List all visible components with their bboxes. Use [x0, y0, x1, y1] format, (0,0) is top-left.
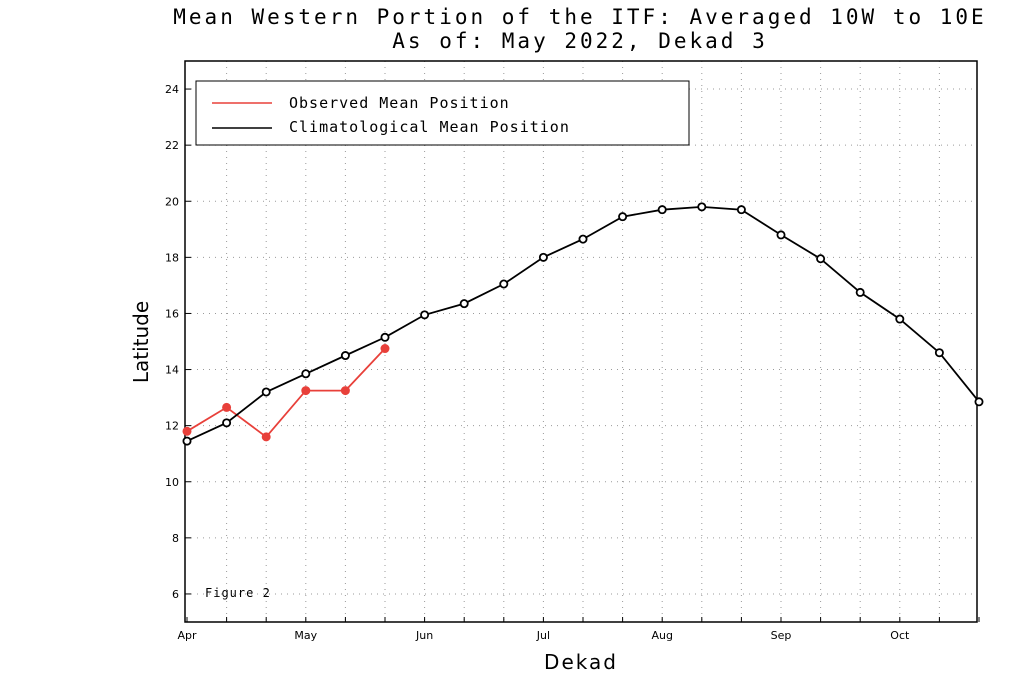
- x-tick-label-may: May: [294, 629, 317, 642]
- series-line-observed: [186, 347, 386, 439]
- point-climatological-12: [657, 205, 667, 215]
- x-tick-label-jun: Jun: [415, 629, 433, 642]
- point-observed-1: [222, 402, 232, 412]
- y-tick-label-22: 22: [165, 139, 179, 152]
- y-tick-label-24: 24: [165, 83, 179, 96]
- point-climatological-2: [261, 387, 271, 397]
- legend-label-observed: Observed Mean Position: [289, 94, 510, 112]
- x-tick-label-aug: Aug: [651, 629, 672, 642]
- point-climatological-15: [776, 230, 786, 240]
- point-climatological-20: [974, 397, 984, 407]
- point-climatological-19: [934, 348, 944, 358]
- chart-title: Mean Western Portion of the ITF: Average…: [173, 5, 987, 29]
- point-climatological-5: [380, 332, 390, 342]
- y-axis-title: Latitude: [129, 301, 153, 383]
- point-climatological-11: [618, 212, 628, 222]
- y-tick-label-20: 20: [165, 195, 179, 208]
- chart-subtitle: As of: May 2022, Dekad 3: [392, 29, 768, 53]
- point-climatological-7: [459, 299, 469, 309]
- point-observed-4: [340, 386, 350, 396]
- point-climatological-3: [301, 369, 311, 379]
- plot-frame: [184, 60, 978, 623]
- point-climatological-10: [578, 234, 588, 244]
- point-observed-5: [380, 344, 390, 354]
- y-tick-label-6: 6: [172, 588, 179, 601]
- y-tick-label-14: 14: [165, 364, 179, 377]
- point-climatological-17: [855, 287, 865, 297]
- point-climatological-4: [340, 351, 350, 361]
- legend-box: [195, 80, 690, 146]
- x-axis-title: Dekad: [544, 650, 618, 674]
- point-climatological-18: [895, 314, 905, 324]
- x-tick-label-jul: Jul: [536, 629, 550, 642]
- legend: Observed Mean Position Climatological Me…: [195, 80, 690, 146]
- series-layer: [182, 202, 984, 446]
- x-tick-label-sep: Sep: [771, 629, 792, 642]
- point-observed-0: [182, 426, 192, 436]
- x-tick-label-oct: Oct: [890, 629, 910, 642]
- point-observed-2: [261, 432, 271, 442]
- x-tick-label-apr: Apr: [177, 629, 197, 642]
- y-tick-label-8: 8: [172, 532, 179, 545]
- y-tick-label-18: 18: [165, 251, 179, 264]
- point-climatological-9: [538, 252, 548, 262]
- y-tick-label-10: 10: [165, 476, 179, 489]
- point-climatological-6: [420, 310, 430, 320]
- point-climatological-1: [222, 418, 232, 428]
- figure-annotation: Figure 2: [205, 586, 271, 600]
- point-observed-3: [301, 386, 311, 396]
- point-climatological-0: [182, 436, 192, 446]
- legend-label-climatological: Climatological Mean Position: [289, 118, 570, 136]
- y-tick-label-16: 16: [165, 307, 179, 320]
- axis-ticks: 6 8 10 12 14 16 18 20 22 24 Apr May Jun Jul Aug Sep Oct: [165, 83, 980, 642]
- point-climatological-16: [816, 254, 826, 264]
- point-climatological-13: [697, 202, 707, 212]
- point-climatological-14: [736, 205, 746, 215]
- point-climatological-8: [499, 279, 509, 289]
- y-tick-label-12: 12: [165, 420, 179, 433]
